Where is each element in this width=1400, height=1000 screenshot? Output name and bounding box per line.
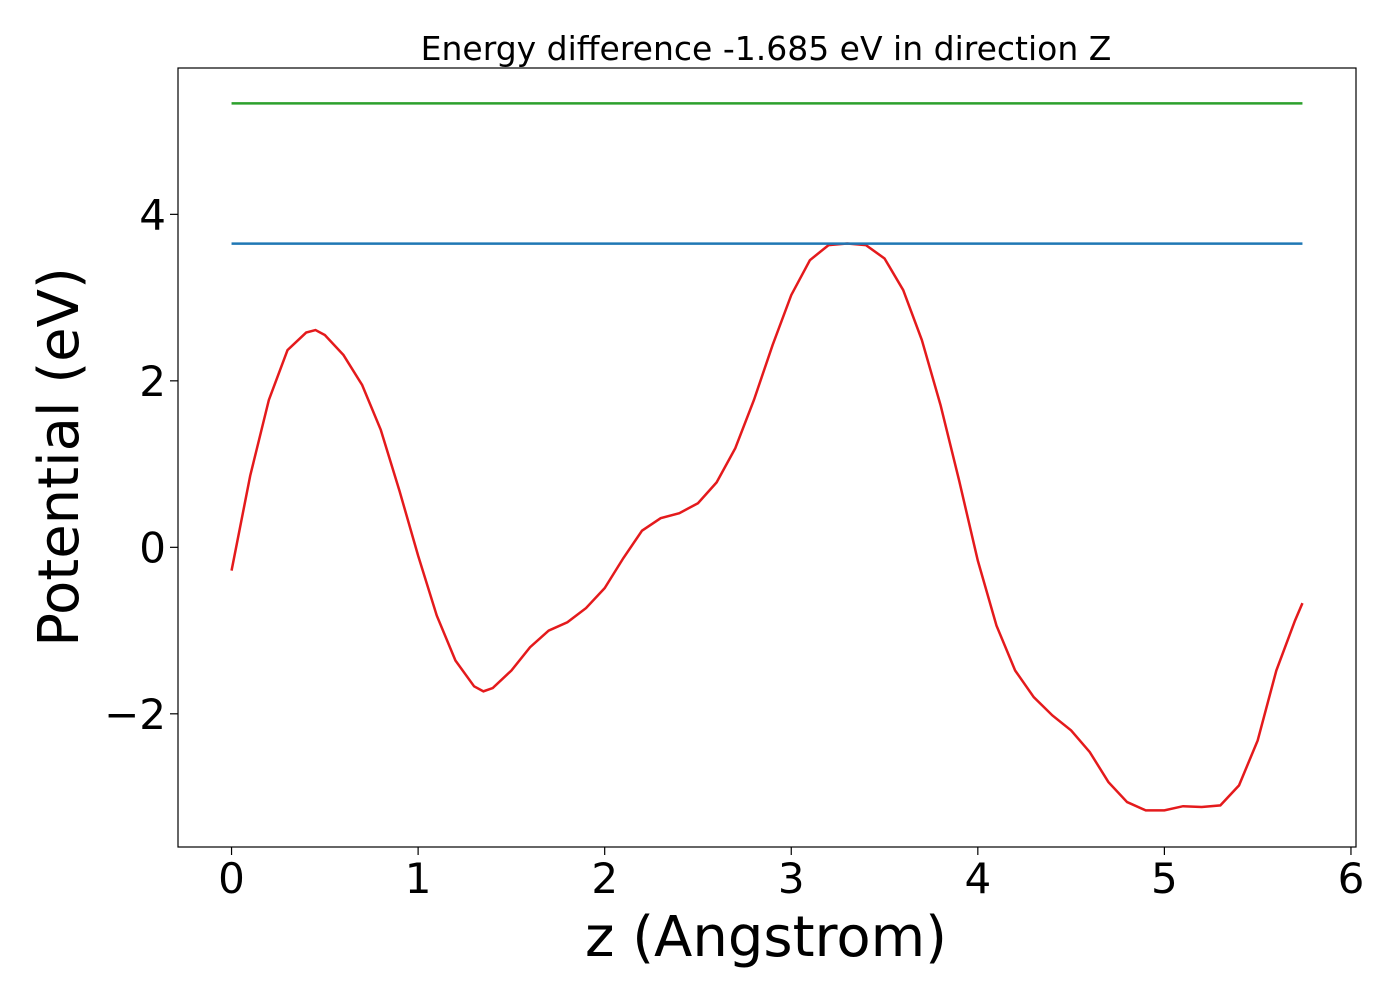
x-tick-label: 1 [405,854,432,903]
x-axis-label: z (Angstrom) [585,905,947,970]
x-tick-label: 0 [218,854,245,903]
y-tick-label: 0 [139,523,166,572]
y-tick-label: −2 [104,690,166,739]
x-tick-label: 6 [1338,854,1365,903]
x-tick-label: 3 [778,854,805,903]
chart-title: Energy difference -1.685 eV in direction… [421,29,1112,68]
x-tick-label: 4 [964,854,991,903]
y-axis-label: Potential (eV) [27,267,92,647]
y-tick-label: 4 [139,190,166,239]
x-tick-label: 2 [591,854,618,903]
y-tick-label: 2 [139,357,166,406]
data-line [230,242,1304,812]
x-tick-label: 5 [1151,854,1178,903]
plot-frame [177,67,1357,848]
